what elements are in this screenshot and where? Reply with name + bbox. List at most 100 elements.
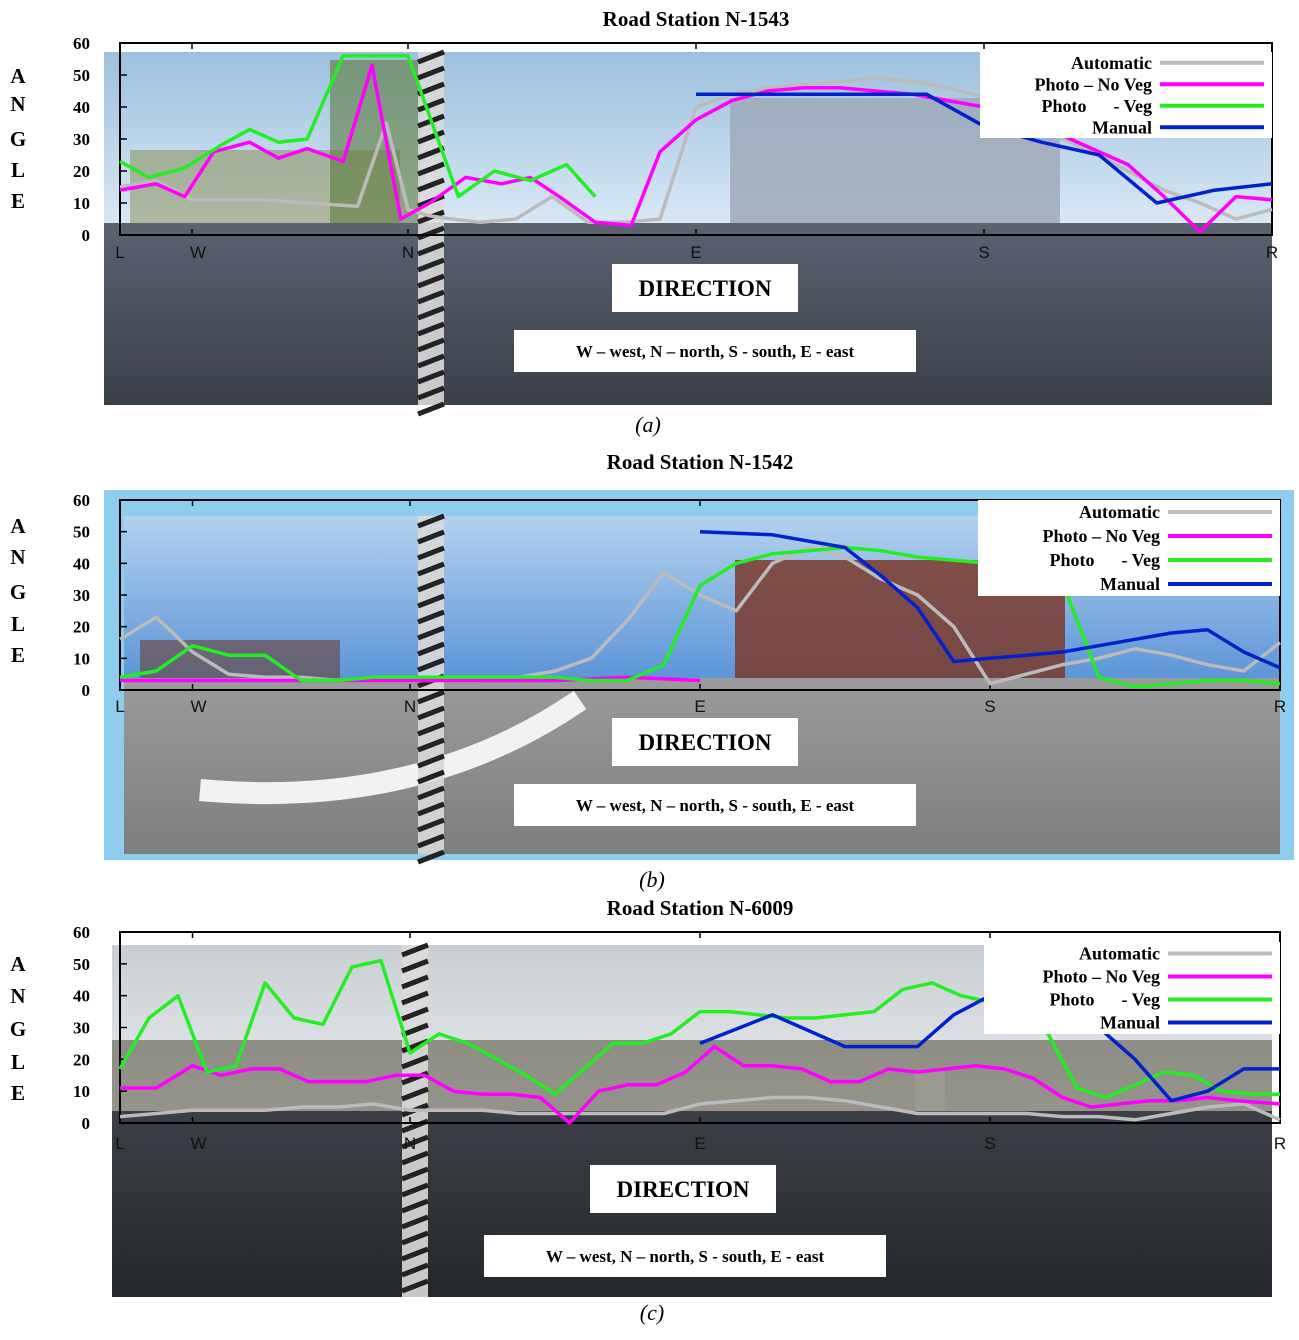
x-axis-label: DIRECTION bbox=[617, 1177, 750, 1202]
series-line bbox=[119, 545, 1282, 686]
legend-label: Photo – No Veg bbox=[1034, 74, 1152, 94]
y-tick-label: 50 bbox=[73, 955, 90, 974]
series-line bbox=[119, 1095, 1281, 1122]
x-tick-label: L bbox=[115, 243, 124, 262]
y-tick-label: 50 bbox=[73, 523, 90, 542]
series-line bbox=[699, 529, 1281, 670]
series-line bbox=[119, 54, 597, 199]
x-tick-label: N bbox=[404, 697, 416, 716]
legend-label: Manual bbox=[1100, 1013, 1160, 1033]
series-line bbox=[118, 958, 1280, 1100]
x-axis-label: DIRECTION bbox=[639, 276, 772, 301]
y-axis-label-letter: L bbox=[11, 158, 25, 182]
y-tick-label: 60 bbox=[73, 491, 90, 510]
legend-label: Manual bbox=[1100, 574, 1160, 594]
x-tick-label: R bbox=[1274, 1134, 1286, 1153]
series-line bbox=[119, 545, 1281, 689]
x-tick-label: W bbox=[190, 243, 206, 262]
y-tick-label: 20 bbox=[73, 162, 90, 181]
legend-box bbox=[978, 500, 1280, 596]
panel-caption: (c) bbox=[640, 1300, 664, 1325]
y-tick-label: 40 bbox=[73, 987, 90, 1006]
legend-box bbox=[984, 942, 1280, 1034]
y-axis-label-letter: A bbox=[10, 952, 26, 976]
direction-note-box bbox=[514, 330, 916, 372]
y-tick-label: 30 bbox=[73, 586, 90, 605]
x-tick-label: L bbox=[115, 697, 124, 716]
y-tick-label: 20 bbox=[73, 618, 90, 637]
direction-label-box bbox=[612, 264, 798, 312]
panel-caption: (a) bbox=[635, 412, 661, 437]
legend-label: Photo - Veg bbox=[1049, 550, 1160, 570]
x-tick-label: E bbox=[694, 697, 705, 716]
y-tick-label: 10 bbox=[73, 1082, 90, 1101]
direction-note: W – west, N – north, S - south, E - east bbox=[576, 796, 855, 815]
chart-title: Road Station N-6009 bbox=[607, 896, 794, 920]
y-tick-label: 50 bbox=[73, 66, 90, 85]
y-tick-label: 30 bbox=[73, 130, 90, 149]
y-axis-label-letter: E bbox=[11, 1081, 25, 1105]
y-axis-label-letter: A bbox=[10, 514, 26, 538]
y-tick-label: 0 bbox=[82, 1114, 91, 1133]
y-axis-label-letter: E bbox=[11, 643, 25, 667]
y-tick-label: 20 bbox=[73, 1050, 90, 1069]
legend: Automatic Photo – No Veg Photo - Veg Manual bbox=[978, 500, 1280, 596]
y-tick-label: 40 bbox=[73, 98, 90, 117]
x-tick-label: E bbox=[694, 1134, 705, 1153]
legend-label: Automatic bbox=[1079, 502, 1160, 522]
panel-caption: (b) bbox=[639, 867, 665, 892]
y-tick-label: 40 bbox=[73, 554, 90, 573]
chart-title: Road Station N-1542 bbox=[607, 450, 794, 474]
legend-label: Photo - Veg bbox=[1041, 96, 1152, 116]
legend-label: Manual bbox=[1092, 117, 1152, 137]
y-axis-label-letter: N bbox=[10, 984, 25, 1008]
direction-label-box bbox=[590, 1165, 776, 1213]
y-tick-label: 60 bbox=[73, 923, 90, 942]
y-tick-label: 60 bbox=[73, 34, 90, 53]
legend-label: Photo - Veg bbox=[1049, 990, 1160, 1010]
y-axis-label-letter: A bbox=[10, 64, 26, 88]
legend-label: Automatic bbox=[1079, 944, 1160, 964]
direction-note-box bbox=[514, 784, 916, 826]
direction-label-box bbox=[612, 718, 798, 766]
y-axis-label-letter: L bbox=[11, 612, 25, 636]
legend-label: Photo – No Veg bbox=[1042, 526, 1160, 546]
y-axis-label-letter: G bbox=[10, 1017, 26, 1041]
direction-note: W – west, N – north, S - south, E - east bbox=[576, 342, 855, 361]
series-line bbox=[120, 1044, 1281, 1125]
x-tick-label: R bbox=[1274, 697, 1286, 716]
y-axis-label-letter: N bbox=[10, 92, 25, 116]
y-axis-label-letter: E bbox=[11, 189, 25, 213]
y-axis-label-letter: N bbox=[10, 545, 25, 569]
direction-note: W – west, N – north, S - south, E - east bbox=[546, 1247, 825, 1266]
x-tick-label: W bbox=[190, 697, 206, 716]
x-tick-label: R bbox=[1266, 243, 1278, 262]
x-tick-label: W bbox=[190, 1134, 206, 1153]
legend: Automatic Photo – No Veg Photo - Veg Manual bbox=[984, 942, 1280, 1034]
chart-title: Road Station N-1543 bbox=[603, 7, 790, 31]
legend-box bbox=[980, 52, 1272, 138]
series-line bbox=[119, 76, 1273, 224]
direction-note-box bbox=[484, 1235, 886, 1277]
y-tick-label: 0 bbox=[82, 226, 91, 245]
series-line bbox=[120, 675, 701, 683]
y-axis-label-letter: L bbox=[11, 1050, 25, 1074]
x-tick-label: S bbox=[978, 243, 989, 262]
y-tick-label: 30 bbox=[73, 1019, 90, 1038]
legend-label: Automatic bbox=[1071, 53, 1152, 73]
x-tick-label: L bbox=[115, 1134, 124, 1153]
y-axis-label-letter: G bbox=[10, 127, 26, 151]
legend-label: Photo – No Veg bbox=[1042, 967, 1160, 987]
x-tick-label: E bbox=[690, 243, 701, 262]
x-tick-label: S bbox=[984, 1134, 995, 1153]
y-tick-label: 10 bbox=[73, 194, 90, 213]
x-tick-label: S bbox=[984, 697, 995, 716]
y-tick-label: 10 bbox=[73, 649, 90, 668]
x-tick-label: N bbox=[404, 1134, 416, 1153]
y-tick-label: 0 bbox=[82, 681, 91, 700]
x-axis-label: DIRECTION bbox=[639, 730, 772, 755]
